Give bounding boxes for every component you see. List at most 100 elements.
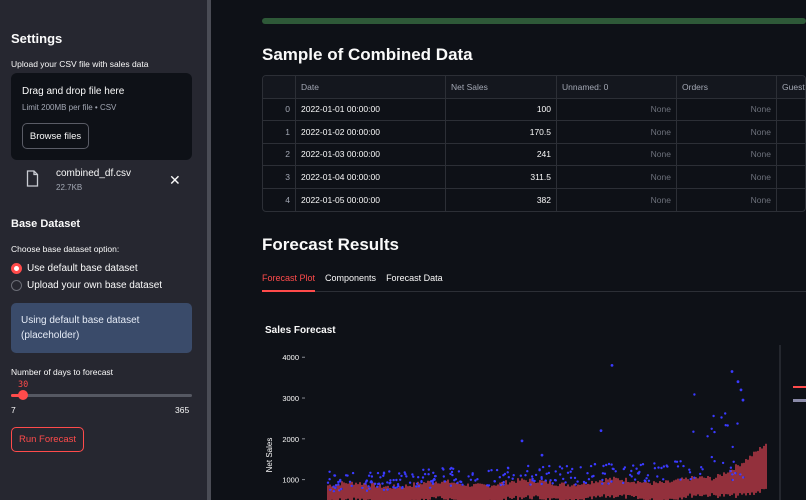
table-cell[interactable]: 4 [263, 188, 296, 211]
table-cell[interactable]: None [557, 188, 677, 211]
data-table[interactable]: Date Net Sales Unnamed: 0 Orders Guests … [262, 75, 806, 212]
data-point [653, 462, 656, 465]
sales-forecast-chart[interactable]: Net Sales 1000 2000 3000 4000 [262, 345, 806, 500]
data-point [688, 468, 691, 471]
data-point [653, 467, 657, 470]
data-point [731, 478, 734, 482]
data-point [405, 475, 408, 478]
table-cell[interactable]: 241 [446, 143, 557, 165]
data-point [599, 429, 603, 433]
close-icon[interactable]: ✕ [169, 172, 181, 188]
data-point [374, 482, 377, 485]
table-cell[interactable] [777, 121, 805, 143]
table-cell[interactable]: None [557, 143, 677, 165]
table-cell[interactable]: 2022-01-04 00:00:00 [296, 166, 446, 188]
data-point [729, 469, 732, 473]
table-cell[interactable]: 2022-01-03 00:00:00 [296, 143, 446, 165]
table-cell[interactable]: 2022-01-05 00:00:00 [296, 188, 446, 211]
table-cell[interactable]: 170.5 [446, 121, 557, 143]
data-point [376, 485, 379, 488]
data-point [693, 393, 696, 396]
table-cell[interactable]: 0 [263, 98, 296, 120]
header-cell[interactable]: Net Sales [446, 76, 557, 98]
table-cell[interactable] [777, 99, 805, 121]
data-point [656, 475, 659, 478]
data-point [453, 479, 456, 482]
data-point [328, 470, 331, 473]
data-point [720, 416, 723, 419]
tab-forecast-data[interactable]: Forecast Data [386, 273, 443, 283]
browse-files-button[interactable]: Browse files [22, 123, 89, 149]
data-point [607, 462, 611, 466]
data-point [506, 471, 509, 474]
header-cell[interactable] [263, 76, 296, 98]
data-point [623, 466, 627, 469]
radio-default-base[interactable]: Use default base dataset [11, 261, 138, 275]
table-cell[interactable]: None [557, 121, 677, 143]
table-cell[interactable]: None [557, 166, 677, 188]
data-point [476, 478, 479, 481]
table-cell[interactable]: 100 [446, 98, 557, 120]
tab-components[interactable]: Components [325, 273, 377, 283]
slider-min: 7 [11, 405, 16, 415]
table-cell[interactable]: 382 [446, 188, 557, 211]
forecast-title: Forecast Results [262, 235, 399, 254]
data-point [712, 414, 715, 418]
data-point [370, 480, 373, 483]
data-point [326, 481, 330, 484]
table-cell[interactable] [777, 189, 805, 212]
data-point [646, 474, 650, 477]
table-cell[interactable]: None [557, 98, 677, 120]
table-cell[interactable] [777, 166, 805, 188]
table-cell[interactable]: None [677, 166, 777, 188]
table-cell[interactable]: None [677, 121, 777, 143]
table-cell[interactable]: 311.5 [446, 166, 557, 188]
data-point [394, 486, 397, 490]
data-point [675, 460, 679, 463]
header-cell[interactable]: Guests [777, 76, 805, 98]
data-point [534, 473, 538, 477]
data-point [607, 482, 610, 485]
sidebar-resize-handle[interactable] [207, 0, 211, 500]
table-cell[interactable]: 2022-01-01 00:00:00 [296, 98, 446, 120]
table-cell[interactable]: None [677, 143, 777, 165]
radio-button-selected[interactable] [11, 262, 22, 274]
data-point [551, 482, 554, 485]
tab-forecast-plot[interactable]: Forecast Plot [262, 268, 316, 292]
header-cell[interactable]: Date [296, 76, 446, 98]
data-point [386, 488, 389, 491]
data-point [530, 475, 534, 478]
header-cell[interactable]: Unnamed: 0 [557, 76, 677, 98]
radio-button[interactable] [11, 279, 22, 291]
run-forecast-button[interactable]: Run Forecast [11, 427, 84, 452]
header-cell[interactable]: Orders [677, 76, 777, 98]
table-cell[interactable]: 2 [263, 143, 296, 165]
data-point [442, 475, 445, 478]
data-point [506, 466, 510, 469]
file-dropzone[interactable]: Drag and drop file here Limit 200MB per … [11, 73, 192, 160]
table-cell[interactable]: 1 [263, 121, 296, 143]
table-cell[interactable]: None [677, 98, 777, 120]
data-point [731, 473, 734, 476]
data-point [392, 485, 395, 489]
data-point [603, 472, 607, 475]
table-cell[interactable]: 2022-01-02 00:00:00 [296, 121, 446, 143]
forecast-days-slider[interactable] [11, 390, 192, 400]
data-point [660, 466, 663, 470]
info-text: Using default base dataset (placeholder) [21, 315, 140, 341]
data-point [452, 467, 455, 470]
table-cell[interactable]: 3 [263, 166, 296, 188]
data-point [576, 480, 579, 483]
slider-thumb[interactable] [17, 390, 28, 400]
data-point [531, 479, 534, 482]
table-cell[interactable] [777, 144, 805, 166]
data-point [701, 468, 704, 471]
data-point [730, 370, 734, 373]
data-point [427, 468, 430, 471]
data-point [732, 460, 735, 463]
data-point [533, 479, 536, 483]
radio-upload-base[interactable]: Upload your own base dataset [11, 278, 162, 292]
sample-title: Sample of Combined Data [262, 45, 473, 64]
data-point [724, 424, 727, 427]
table-cell[interactable]: None [677, 188, 777, 211]
